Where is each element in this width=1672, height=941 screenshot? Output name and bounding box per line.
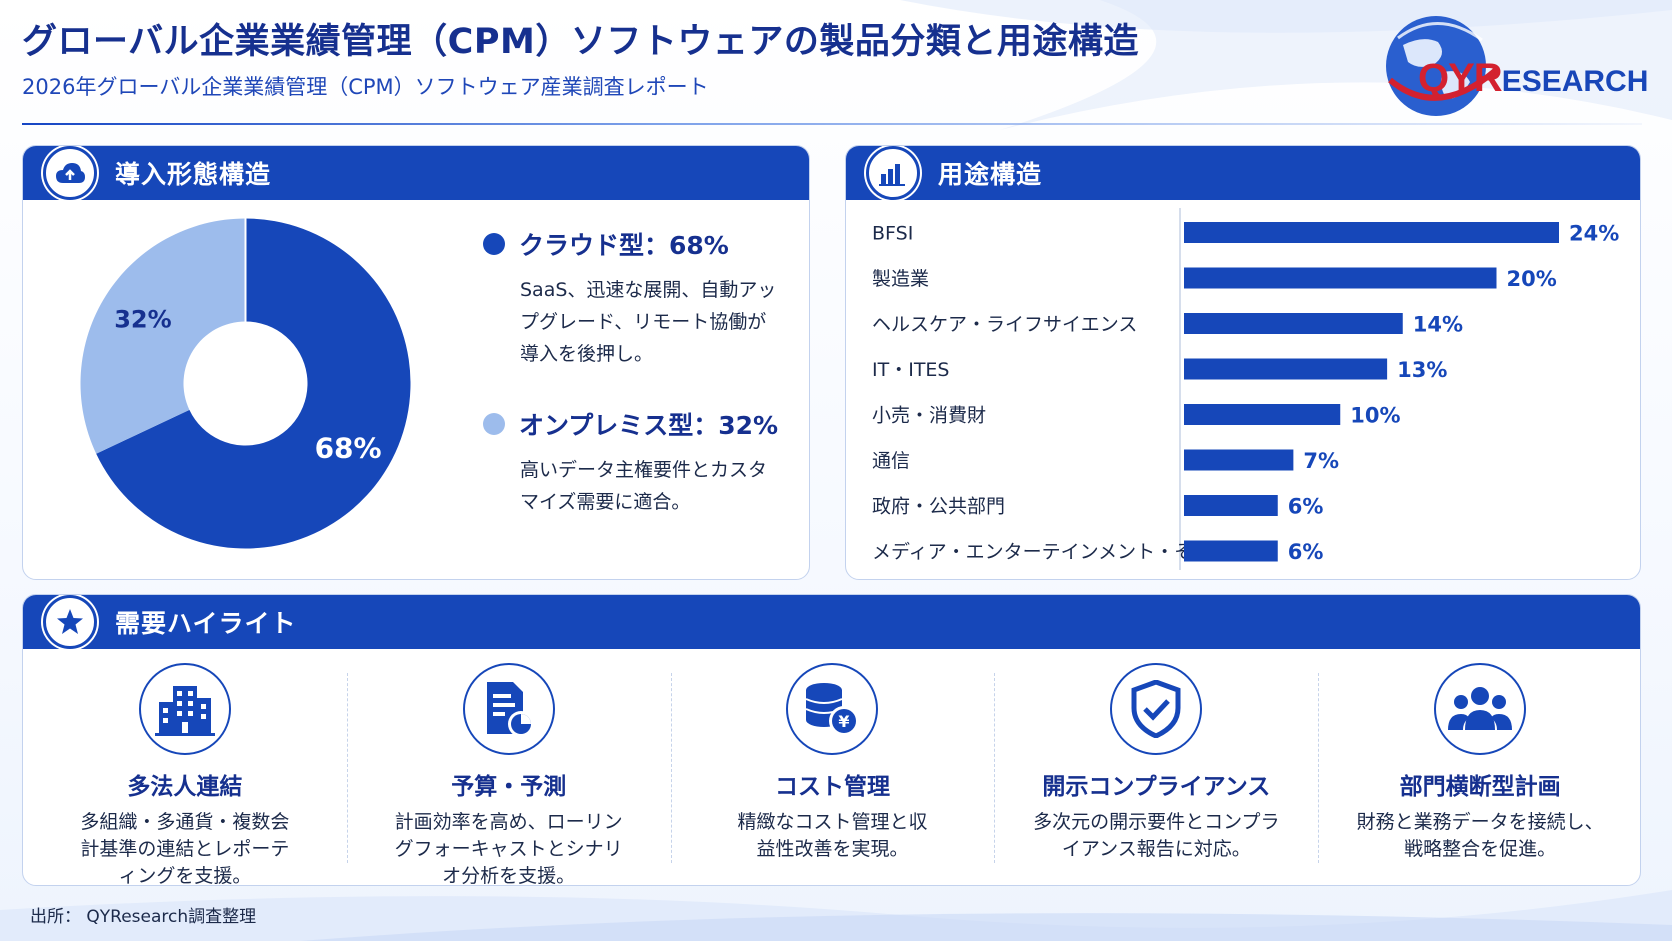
highlights-panel: 需要ハイライト [22, 594, 1641, 886]
bar [1184, 313, 1403, 334]
donut-slice-label: 68% [315, 432, 382, 465]
highlight-desc: 多組織・多通貨・複数会計基準の連結とレポーティングを支援。 [80, 811, 290, 886]
application-title: 用途構造 [938, 160, 1043, 189]
legend-title-onprem: オンプレミス型：32% [519, 411, 779, 440]
highlight-desc: 多次元の開示要件とコンプライアンス報告に対応。 [1033, 811, 1280, 860]
highlight-desc: 財務と業務データを接続し、戦略整合を促進。 [1356, 811, 1604, 860]
highlight-title: 予算・予測 [451, 774, 567, 800]
bar-chart-icon [866, 146, 920, 200]
application-panel: 用途構造 BFSI 24% 製造業 20% ヘルスケア・ライフサイエンス 14% IT・IT… [845, 145, 1641, 580]
bar [1184, 540, 1278, 562]
highlights-panel-header: 需要ハイライト [23, 595, 1640, 649]
donut-slice [80, 218, 246, 454]
legend-desc-onprem: 高いデータ主権要件とカスタマイズ需要に適合。 [520, 459, 768, 513]
document-chart-icon [462, 663, 555, 755]
highlight-item: ¥ コスト管理 精緻なコスト管理と収益性改善を実現。 [670, 651, 995, 885]
highlights-title: 需要ハイライト [115, 609, 297, 638]
bar-category-label: メディア・エンターテインメント・その他 [872, 541, 1231, 563]
bar-category-label: BFSI [872, 223, 913, 245]
logo-qyr: QYR [1418, 56, 1503, 100]
highlight-desc: 精緻なコスト管理と収益性改善を実現。 [737, 811, 928, 860]
application-panel-header: 用途構造 [846, 146, 1640, 200]
logo-esearch: ESEARCH [1501, 65, 1649, 98]
bar-value-label: 10% [1350, 404, 1400, 428]
header: グローバル企業業績管理（CPM）ソフトウェアの製品分類と用途構造 2026年グロ… [22, 18, 1352, 102]
bar-value-label: 13% [1397, 358, 1447, 382]
page-title: グローバル企業業績管理（CPM）ソフトウェアの製品分類と用途構造 [22, 22, 1139, 62]
bar-value-label: 7% [1303, 449, 1339, 473]
highlight-title: 多法人連結 [127, 774, 243, 800]
legend-desc-cloud: SaaS、迅速な展開、自動アップグレード、リモート協働が導入を後押し。 [520, 279, 777, 365]
bar-category-label: IT・ITES [872, 359, 950, 381]
highlight-title: 部門横断型計画 [1399, 774, 1561, 800]
highlight-item: 部門横断型計画 財務と業務データを接続し、戦略整合を促進。 [1318, 651, 1640, 885]
bar-value-label: 6% [1288, 540, 1324, 564]
shield-check-icon [1110, 663, 1203, 755]
bar-category-label: ヘルスケア・ライフサイエンス [872, 314, 1137, 336]
donut-slice [96, 218, 411, 549]
highlight-item: 予算・予測 計画効率を高め、ローリングフォーキャストとシナリオ分析を支援。 [346, 651, 671, 886]
coins-yen-icon: ¥ [786, 663, 879, 755]
bar-value-label: 24% [1569, 222, 1619, 246]
legend-dot-onprem [483, 413, 505, 435]
bar-value-label: 20% [1507, 267, 1557, 291]
bar-category-label: 製造業 [872, 268, 929, 290]
building-icon [138, 663, 231, 755]
highlight-desc: 計画効率を高め、ローリングフォーキャストとシナリオ分析を支援。 [394, 811, 623, 886]
highlights-row: 多法人連結 多組織・多通貨・複数会計基準の連結とレポーティングを支援。 予算・予… [23, 651, 1640, 886]
deployment-panel-header: 導入形態構造 [23, 146, 809, 200]
source-note: 出所： QYResearch調査整理 [30, 907, 257, 927]
bar-category-label: 政府・公共部門 [872, 496, 1005, 518]
page-subtitle: 2026年グローバル企業業績管理（CPM）ソフトウェア産業調査レポート [22, 75, 709, 99]
legend-item-cloud: クラウド型：68% SaaS、迅速な展開、自動アップグレード、リモート協働が導入… [483, 226, 803, 370]
legend-item-onprem: オンプレミス型：32% 高いデータ主権要件とカスタマイズ需要に適合。 [483, 406, 803, 518]
donut-chart: 68% 32% [68, 206, 423, 561]
legend-title-cloud: クラウド型：68% [519, 231, 729, 260]
star-icon [43, 595, 97, 649]
cloud-upload-icon [43, 146, 97, 200]
svg-text:¥: ¥ [839, 712, 850, 731]
qyresearch-logo [1386, 16, 1498, 116]
legend-dot-cloud [483, 233, 505, 255]
donut-slice-label: 32% [114, 305, 171, 333]
bar [1184, 449, 1294, 471]
bar-category-label: 通信 [872, 450, 910, 472]
highlight-title: 開示コンプライアンス [1042, 774, 1271, 800]
highlight-title: コスト管理 [774, 774, 890, 800]
bar [1184, 404, 1341, 425]
people-group-icon [1434, 663, 1527, 755]
bar [1184, 358, 1388, 380]
deployment-panel: 導入形態構造 68% 32% クラウド型：68% SaaS、迅速な展開、自動アップ… [22, 145, 810, 580]
bar-category-label: 小売・消費財 [872, 405, 986, 427]
deployment-title: 導入形態構造 [115, 160, 272, 189]
header-divider [22, 123, 1642, 125]
highlight-item: 多法人連結 多組織・多通貨・複数会計基準の連結とレポーティングを支援。 [23, 651, 347, 886]
application-bar-chart: BFSI 24% 製造業 20% ヘルスケア・ライフサイエンス 14% IT・ITES 13%… [872, 208, 1619, 570]
bar [1184, 495, 1278, 516]
bar-value-label: 14% [1413, 313, 1463, 337]
highlight-item: 開示コンプライアンス 多次元の開示要件とコンプライアンス報告に対応。 [994, 651, 1318, 885]
bar [1184, 222, 1559, 243]
bar [1184, 267, 1497, 289]
bar-value-label: 6% [1288, 495, 1324, 519]
deployment-legend: クラウド型：68% SaaS、迅速な展開、自動アップグレード、リモート協働が導入… [483, 226, 803, 554]
logo-wordmark: QYRESEARCH [1418, 56, 1648, 101]
